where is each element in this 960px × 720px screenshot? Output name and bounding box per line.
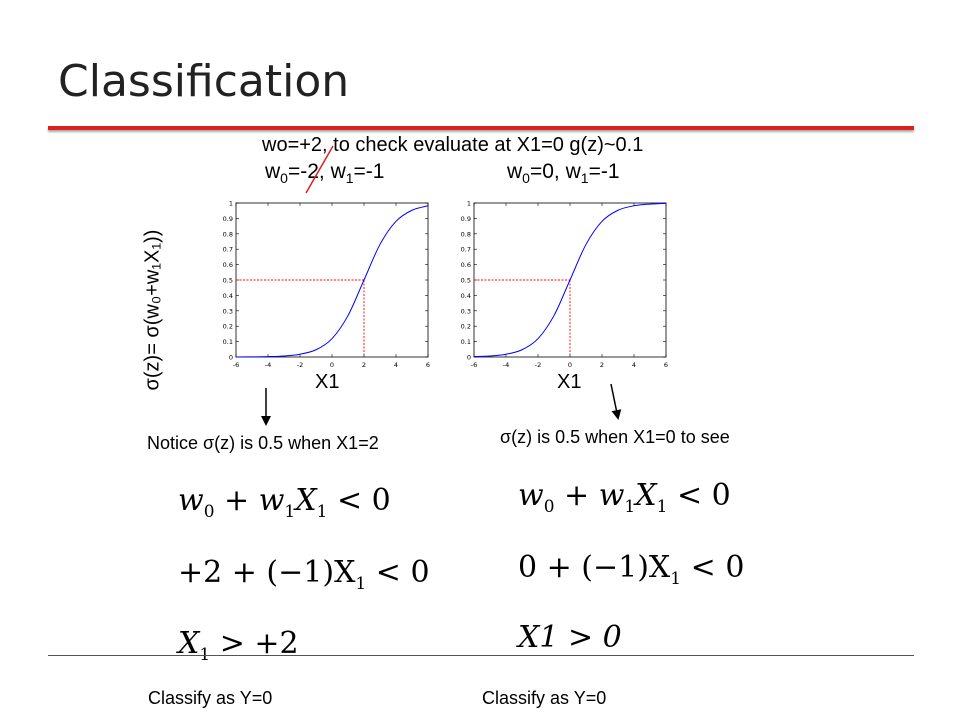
term: +2 + (−1)X <box>178 555 356 590</box>
math-left-line2: +2 + (−1)X1 < 0 <box>178 555 430 594</box>
term: < 0 <box>667 478 731 513</box>
y-tick-label: 0.8 <box>461 230 471 238</box>
subscript: 0 <box>203 502 215 522</box>
term: X <box>635 478 657 513</box>
term: < 0 <box>366 555 430 590</box>
w0-subscript: 0 <box>522 170 530 187</box>
term: + w <box>554 478 625 513</box>
x-axis-label-left: X1 <box>315 371 340 393</box>
y-tick-label: 0.5 <box>461 277 471 285</box>
y-tick-label: 0.5 <box>223 277 233 285</box>
classify-left: Classify as Y=0 <box>148 688 273 708</box>
w1-subscript: 1 <box>345 170 354 187</box>
x-tick-label: -2 <box>297 361 303 369</box>
sigmoid-chart-left: 0 0.1 0.2 0.3 0.4 0.5 0.6 0.7 0.8 0.9 1 -6 -4 -2 0 2 4 6 <box>223 200 430 370</box>
notice-right: σ(z) is 0.5 when X1=0 to see <box>500 427 730 447</box>
y-tick-label: 0.1 <box>461 338 471 346</box>
subscript: 1 <box>316 502 328 522</box>
y-tick-label: 0 <box>229 354 233 362</box>
x-tick-label: -4 <box>503 361 509 369</box>
w0-value: =0, <box>529 160 566 183</box>
w1-symbol: w <box>565 160 581 183</box>
term: w <box>178 483 204 518</box>
term: w <box>518 478 544 513</box>
slide-title: Classification <box>58 56 350 107</box>
y-tick-label: 1 <box>467 200 471 208</box>
term: X <box>295 483 317 518</box>
x-tick-label: 2 <box>362 361 366 369</box>
w0-subscript: 0 <box>280 170 288 187</box>
x-tick-label: -6 <box>233 361 239 369</box>
subscript: 1 <box>624 497 636 517</box>
x-tick-label: 6 <box>426 361 430 369</box>
y-tick-label: 0.9 <box>461 215 471 223</box>
y-tick-label: 0.4 <box>461 292 471 300</box>
x-tick-label: 2 <box>600 361 604 369</box>
term: 0 + (−1)X <box>518 550 671 585</box>
x-axis-label-right: X1 <box>557 371 582 393</box>
x-tick-label: 0 <box>568 361 572 369</box>
y-tick-label: 0.6 <box>223 261 233 269</box>
y-tick-label: 0.7 <box>223 246 233 254</box>
sigmoid-chart-right: 0 0.1 0.2 0.3 0.4 0.5 0.6 0.7 0.8 0.9 1 -6 -4 -2 0 2 4 6 <box>461 200 668 370</box>
x-tick-label: -4 <box>265 361 271 369</box>
w1-subscript: 1 <box>580 170 589 187</box>
y-tick-label: 1 <box>229 200 233 208</box>
title-underline <box>48 126 914 130</box>
math-right-line3: X1 > 0 <box>518 620 622 655</box>
term: < 0 <box>327 483 391 518</box>
w1-value: =-1 <box>353 160 385 183</box>
math-right-line1: w0 + w1X1 < 0 <box>518 478 731 517</box>
y-tick-label: 0.3 <box>461 307 471 315</box>
term: + w <box>214 483 285 518</box>
y-tick-label: 0 <box>467 354 471 362</box>
sigmoid-curve <box>235 205 429 358</box>
subscript: 1 <box>284 502 296 522</box>
bottom-divider <box>48 655 914 656</box>
w0-symbol: w <box>265 160 281 183</box>
x-tick-label: -2 <box>535 361 541 369</box>
y-tick-label: 0.4 <box>223 292 233 300</box>
y-tick-label: 0.9 <box>223 215 233 223</box>
y-tick-label: 0.7 <box>461 246 471 254</box>
classify-right: Classify as Y=0 <box>482 688 607 708</box>
math-left-line3: X1 > +2 <box>178 626 299 665</box>
y-tick-label: 0.6 <box>461 261 471 269</box>
math-left-line1: w0 + w1X1 < 0 <box>178 483 391 522</box>
term: < 0 <box>681 550 745 585</box>
x-tick-label: -6 <box>471 361 477 369</box>
x-tick-label: 4 <box>394 361 398 369</box>
y-tick-label: 0.2 <box>223 323 233 331</box>
y-tick-label: 0.3 <box>223 307 233 315</box>
x-tick-label: 0 <box>330 361 334 369</box>
sigmoid-curve <box>473 202 667 358</box>
math-right-line2: 0 + (−1)X1 < 0 <box>518 550 744 589</box>
y-tick-label: 0.8 <box>223 230 233 238</box>
y-tick-label: 0.1 <box>223 338 233 346</box>
subscript: 1 <box>670 569 682 589</box>
subscript: 0 <box>543 497 555 517</box>
y-tick-label: 0.2 <box>461 323 471 331</box>
w0-symbol: w <box>507 160 523 183</box>
x-tick-label: 6 <box>664 361 668 369</box>
x-tick-label: 4 <box>632 361 636 369</box>
strike-mark <box>305 145 334 194</box>
w1-value: =-1 <box>588 160 620 183</box>
subscript: 1 <box>656 497 668 517</box>
term: X1 > 0 <box>518 620 622 655</box>
term: X <box>178 626 200 661</box>
annotation-top: wo=+2, to check evaluate at X1=0 g(z)~0.… <box>262 134 644 156</box>
subscript: 1 <box>355 574 367 594</box>
params-right: w0=0, w1=-1 <box>507 160 620 186</box>
notice-left: Notice σ(z) is 0.5 when X1=2 <box>147 433 379 453</box>
w1-symbol: w <box>330 160 346 183</box>
arrow-right <box>610 383 622 420</box>
